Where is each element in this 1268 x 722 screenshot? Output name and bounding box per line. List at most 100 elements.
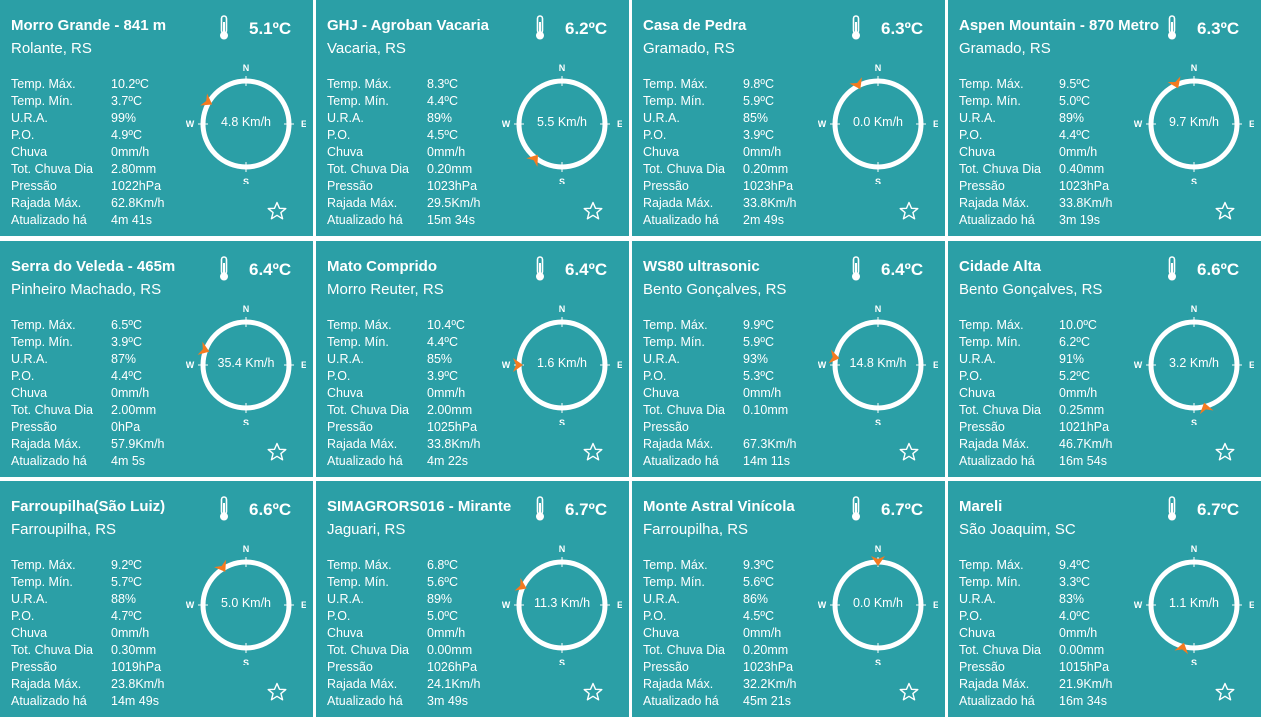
- stat-label: Pressão: [643, 660, 689, 674]
- station-card[interactable]: GHJ - Agroban Vacaria Vacaria, RS 6.2ºC …: [316, 0, 629, 236]
- thermometer-icon: [220, 496, 228, 521]
- stat-value: 3.7ºC: [111, 94, 142, 108]
- stat-row-ura: U.R.A. 89%: [327, 591, 481, 608]
- favorite-star-icon[interactable]: [1215, 201, 1235, 221]
- station-card[interactable]: Monte Astral Vinícola Farroupilha, RS 6.…: [632, 481, 945, 717]
- station-card[interactable]: Mareli São Joaquim, SC 6.7ºC Temp. Máx. 9…: [948, 481, 1261, 717]
- compass-letter-s: S: [243, 418, 249, 425]
- wind-speed: 11.3 Km/h: [533, 596, 591, 610]
- favorite-star-icon[interactable]: [267, 682, 287, 702]
- compass-letter-n: N: [875, 545, 882, 554]
- stat-row-atualizado: Atualizado há 4m 22s: [327, 453, 481, 470]
- stat-row-tot-chuva: Tot. Chuva Dia 0.40mm: [959, 161, 1113, 178]
- stat-value: 2m 49s: [743, 213, 784, 227]
- stat-value: 89%: [1059, 111, 1085, 125]
- station-card[interactable]: Casa de Pedra Gramado, RS 6.3ºC Temp. Má…: [632, 0, 945, 236]
- favorite-star-icon[interactable]: [899, 682, 919, 702]
- stat-value: 5.3ºC: [743, 369, 774, 383]
- wind-compass: N S E W 3.2 Km/h: [1134, 304, 1255, 428]
- compass-letter-s: S: [875, 658, 881, 665]
- station-card[interactable]: Farroupilha(São Luiz) Farroupilha, RS 6.…: [0, 481, 313, 717]
- favorite-star-icon[interactable]: [1215, 442, 1235, 462]
- compass-dial: N S E W: [1134, 63, 1255, 187]
- compass-letter-n: N: [559, 64, 566, 73]
- favorite-star-icon[interactable]: [583, 682, 603, 702]
- stat-value: 1023hPa: [1059, 179, 1110, 193]
- stat-row-max: Temp. Máx. 6.8ºC: [327, 557, 481, 574]
- stat-label: Chuva: [643, 145, 680, 159]
- station-stats: Temp. Máx. 9.2ºC Temp. Mín. 5.7ºC U.R.A. 88…: [11, 557, 165, 710]
- compass-letter-e: E: [1249, 119, 1254, 129]
- stat-row-min: Temp. Mín. 4.4ºC: [327, 93, 481, 110]
- station-card[interactable]: Aspen Mountain - 870 Metros Gramado, RS …: [948, 0, 1261, 236]
- stat-row-min: Temp. Mín. 5.7ºC: [11, 574, 165, 591]
- stat-label: Rajada Máx.: [327, 677, 398, 691]
- stat-row-po: P.O. 5.2ºC: [959, 368, 1113, 385]
- stat-row-atualizado: Atualizado há 3m 19s: [959, 212, 1113, 229]
- compass-letter-s: S: [243, 658, 249, 665]
- stat-value: 1023hPa: [743, 179, 794, 193]
- stat-label: Chuva: [11, 386, 48, 400]
- stat-label: P.O.: [959, 128, 983, 142]
- stat-row-rajada: Rajada Máx. 57.9Km/h: [11, 436, 165, 453]
- station-stats: Temp. Máx. 10.2ºC Temp. Mín. 3.7ºC U.R.A. 9…: [11, 76, 165, 229]
- stat-label: Tot. Chuva Dia: [11, 403, 93, 417]
- wind-direction-arrow: [871, 556, 885, 566]
- stat-label: Tot. Chuva Dia: [327, 162, 409, 176]
- stat-value: 46.7Km/h: [1059, 437, 1113, 451]
- stat-row-pressao: Pressão 1019hPa: [11, 659, 165, 676]
- wind-speed: 5.5 Km/h: [536, 115, 588, 129]
- stat-row-atualizado: Atualizado há 3m 49s: [327, 693, 481, 710]
- wind-compass: N S E W 1.1 Km/h: [1134, 544, 1255, 668]
- wind-direction-arrow: [526, 154, 538, 167]
- station-location: Pinheiro Machado, RS: [11, 281, 162, 298]
- thermometer-icon: [1168, 496, 1176, 521]
- station-card[interactable]: SIMAGRORS016 - Mirante Jaguari, RS 6.7ºC…: [316, 481, 629, 717]
- stat-value: 91%: [1059, 352, 1085, 366]
- stat-label: Temp. Máx.: [959, 77, 1024, 91]
- station-card[interactable]: WS80 ultrasonic Bento Gonçalves, RS 6.4º…: [632, 241, 945, 477]
- stat-label: U.R.A.: [327, 352, 364, 366]
- stat-label: Chuva: [959, 145, 996, 159]
- stat-row-ura: U.R.A. 83%: [959, 591, 1113, 608]
- stat-row-chuva: Chuva 0mm/h: [643, 385, 797, 402]
- favorite-star-icon[interactable]: [267, 201, 287, 221]
- stat-value: 9.2ºC: [111, 558, 142, 572]
- favorite-star-icon[interactable]: [899, 201, 919, 221]
- stat-row-pressao: Pressão 1023hPa: [327, 178, 481, 195]
- stat-value: 16m 54s: [1059, 454, 1107, 468]
- stat-row-ura: U.R.A. 85%: [327, 351, 481, 368]
- stat-value: 4.4ºC: [427, 335, 458, 349]
- station-location: São Joaquim, SC: [959, 521, 1076, 538]
- compass-letter-n: N: [559, 305, 566, 314]
- stat-label: Temp. Mín.: [11, 94, 73, 108]
- station-card[interactable]: Cidade Alta Bento Gonçalves, RS 6.6ºC Te…: [948, 241, 1261, 477]
- compass-letter-w: W: [186, 360, 195, 370]
- stat-row-chuva: Chuva 0mm/h: [327, 625, 481, 642]
- station-card[interactable]: Mato Comprido Morro Reuter, RS 6.4ºC Tem…: [316, 241, 629, 477]
- station-card[interactable]: Serra do Veleda - 465m Pinheiro Machado,…: [0, 241, 313, 477]
- stat-value: 5.6ºC: [427, 575, 458, 589]
- wind-direction-arrow: [513, 358, 523, 372]
- thermometer-icon: [220, 256, 228, 281]
- station-card[interactable]: Morro Grande - 841 m Rolante, RS 5.1ºC T…: [0, 0, 313, 236]
- stat-value: 4.5ºC: [743, 609, 774, 623]
- favorite-star-icon[interactable]: [899, 442, 919, 462]
- favorite-star-icon[interactable]: [267, 442, 287, 462]
- compass-letter-n: N: [875, 305, 882, 314]
- stat-label: Temp. Máx.: [11, 558, 76, 572]
- stat-value: 1023hPa: [427, 179, 478, 193]
- compass-dial: N S E W: [818, 63, 939, 187]
- stat-row-chuva: Chuva 0mm/h: [959, 625, 1113, 642]
- stat-label: Tot. Chuva Dia: [643, 403, 725, 417]
- favorite-star-icon[interactable]: [583, 201, 603, 221]
- stat-value: 4.9ºC: [111, 128, 142, 142]
- stat-label: Temp. Mín.: [959, 335, 1021, 349]
- stat-label: P.O.: [643, 609, 667, 623]
- station-name: WS80 ultrasonic: [643, 258, 760, 275]
- stat-value: 8.3ºC: [427, 77, 458, 91]
- favorite-star-icon[interactable]: [583, 442, 603, 462]
- favorite-star-icon[interactable]: [1215, 682, 1235, 702]
- stat-label: Temp. Máx.: [643, 558, 708, 572]
- thermometer-icon: [852, 256, 860, 281]
